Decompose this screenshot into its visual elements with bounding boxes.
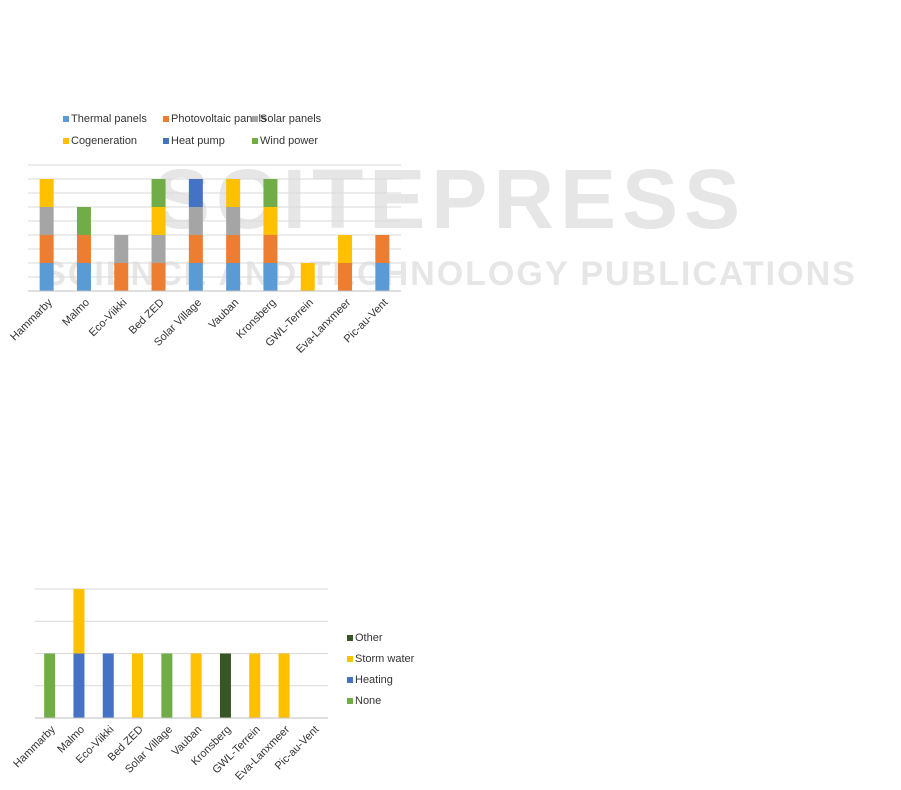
bar-segment bbox=[226, 207, 241, 235]
bar-segment bbox=[188, 235, 203, 263]
bar-segment bbox=[226, 179, 241, 207]
bar-segment bbox=[151, 179, 166, 207]
bar-segment bbox=[226, 263, 241, 291]
x-tick-label: Vauban bbox=[207, 297, 242, 332]
bar-segment bbox=[151, 263, 166, 291]
bar-segment bbox=[338, 235, 353, 263]
bar-segment bbox=[375, 263, 390, 291]
bar-segment bbox=[190, 653, 202, 718]
legend-swatch bbox=[347, 677, 353, 683]
x-tick-label: Hammarby bbox=[8, 296, 55, 343]
x-tick-label: Malmo bbox=[60, 297, 92, 329]
bar-segment bbox=[249, 653, 261, 718]
x-tick-label: Eco-Viikki bbox=[87, 297, 129, 339]
bar-segment bbox=[161, 653, 173, 718]
bar-segment bbox=[76, 263, 91, 291]
bar-segment bbox=[219, 653, 231, 718]
bar-segment bbox=[300, 263, 315, 291]
legend-label: Cogeneration bbox=[71, 135, 137, 147]
bar-segment bbox=[278, 653, 290, 718]
bar-segment bbox=[39, 263, 54, 291]
bar-segment bbox=[76, 235, 91, 263]
bar-segment bbox=[76, 207, 91, 235]
bar-segment bbox=[263, 235, 278, 263]
legend-swatch bbox=[347, 698, 353, 704]
bar-segment bbox=[114, 263, 129, 291]
bar-segment bbox=[263, 207, 278, 235]
legend-label: Thermal panels bbox=[71, 113, 147, 125]
legend-swatch bbox=[63, 116, 69, 122]
legend-label: Photovoltaic panels bbox=[171, 113, 267, 125]
legend-swatch bbox=[347, 656, 353, 662]
legend-swatch bbox=[252, 116, 258, 122]
legend-label: Other bbox=[355, 632, 383, 644]
bar-segment bbox=[114, 235, 129, 263]
legend-label: Storm water bbox=[355, 653, 415, 665]
legend-swatch bbox=[63, 138, 69, 144]
legend-swatch bbox=[163, 138, 169, 144]
bar-segment bbox=[188, 207, 203, 235]
bar-segment bbox=[73, 589, 85, 654]
watermark-title: SCITEPRESS bbox=[154, 152, 746, 246]
bar-segment bbox=[44, 653, 56, 718]
x-tick-label: Hammarby bbox=[11, 723, 58, 770]
bar-segment bbox=[375, 235, 390, 263]
legend-label: Wind power bbox=[260, 135, 318, 147]
bar-segment bbox=[39, 207, 54, 235]
bar-segment bbox=[263, 179, 278, 207]
bar-segment bbox=[132, 653, 144, 718]
bar-segment bbox=[226, 235, 241, 263]
legend-label: Heating bbox=[355, 674, 393, 686]
bar-segment bbox=[188, 263, 203, 291]
bar-segment bbox=[39, 179, 54, 207]
bar-segment bbox=[151, 207, 166, 235]
bar-segment bbox=[338, 263, 353, 291]
legend-label: Heat pump bbox=[171, 135, 225, 147]
bar-segment bbox=[263, 263, 278, 291]
bar-segment bbox=[39, 235, 54, 263]
legend-swatch bbox=[347, 635, 353, 641]
watermark-subtitle: SCIENCE AND TECHNOLOGY PUBLICATIONS bbox=[43, 255, 857, 293]
legend-label: Solar panels bbox=[260, 113, 322, 125]
bar-segment bbox=[73, 653, 85, 718]
bar-segment bbox=[102, 653, 114, 718]
legend-label: None bbox=[355, 695, 381, 707]
legend-swatch bbox=[252, 138, 258, 144]
legend-swatch bbox=[163, 116, 169, 122]
bar-segment bbox=[151, 235, 166, 263]
bar-segment bbox=[188, 179, 203, 207]
